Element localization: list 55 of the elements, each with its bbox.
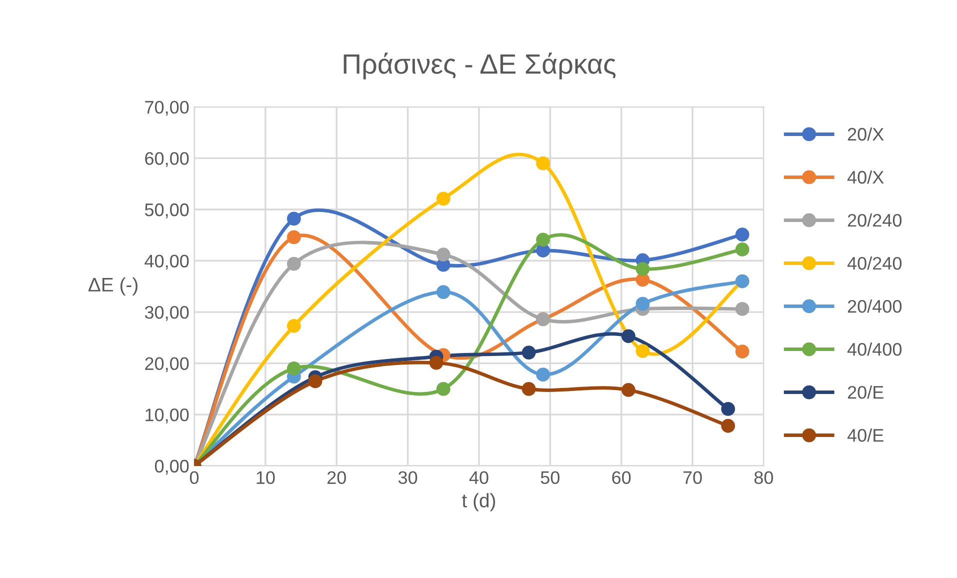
y-tick-label: 0,00: [154, 460, 189, 475]
point: [735, 344, 750, 358]
point: [622, 383, 636, 397]
legend-label: 20/240: [848, 213, 902, 227]
legend-label: 40/E: [847, 428, 884, 442]
x-tick-label: 80: [754, 471, 774, 484]
legend-label: 20/E: [848, 386, 884, 399]
point: [721, 402, 736, 416]
legend-label: 20/400: [848, 299, 902, 313]
y-tick-label: 10,00: [146, 408, 189, 424]
legend-label: 40/400: [847, 342, 902, 356]
point: [622, 329, 636, 344]
y-tick-label: 40,00: [144, 254, 189, 270]
x-tick-label: 20: [327, 471, 346, 484]
y-tick-label: 20,00: [145, 357, 189, 372]
point: [522, 382, 536, 396]
point: [735, 302, 750, 316]
point: [308, 374, 322, 388]
legend-label: 40/240: [847, 256, 902, 270]
y-tick-label: 60,00: [145, 152, 189, 168]
y-tick-label: 70,00: [145, 100, 189, 116]
point: [636, 262, 650, 276]
x-tick-label: 10: [256, 471, 275, 484]
point: [436, 248, 450, 262]
point: [536, 232, 550, 247]
x-tick-label: 40: [469, 471, 488, 484]
y-tick-label: 50,00: [144, 203, 189, 218]
legend-label: 40/X: [847, 170, 884, 184]
chart-title: Πράσινες - ΔΕ Σάρκας: [344, 52, 616, 80]
x-tick-label: 70: [683, 471, 702, 484]
x-tick-label: 30: [398, 471, 418, 484]
point: [636, 296, 650, 311]
point: [286, 230, 301, 244]
point: [735, 242, 750, 256]
point: [436, 192, 450, 206]
point: [721, 418, 736, 433]
legend-label: 20/X: [848, 127, 884, 141]
y-axis-title: ΔΕ (-): [88, 277, 138, 296]
point: [536, 156, 550, 170]
point: [286, 256, 301, 271]
y-tick-label: 30,00: [144, 306, 189, 321]
point: [286, 318, 301, 333]
point: [536, 368, 550, 382]
x-axis-title: t (d): [462, 493, 496, 512]
x-tick-label: 50: [540, 471, 560, 484]
point: [286, 212, 301, 226]
point: [436, 285, 450, 299]
point: [429, 356, 444, 370]
x-tick-label: 60: [612, 471, 631, 484]
point: [735, 228, 750, 242]
point: [636, 344, 650, 358]
point: [522, 346, 536, 360]
point: [286, 361, 301, 376]
x-tick-label: 0: [190, 471, 199, 484]
point: [436, 382, 450, 396]
